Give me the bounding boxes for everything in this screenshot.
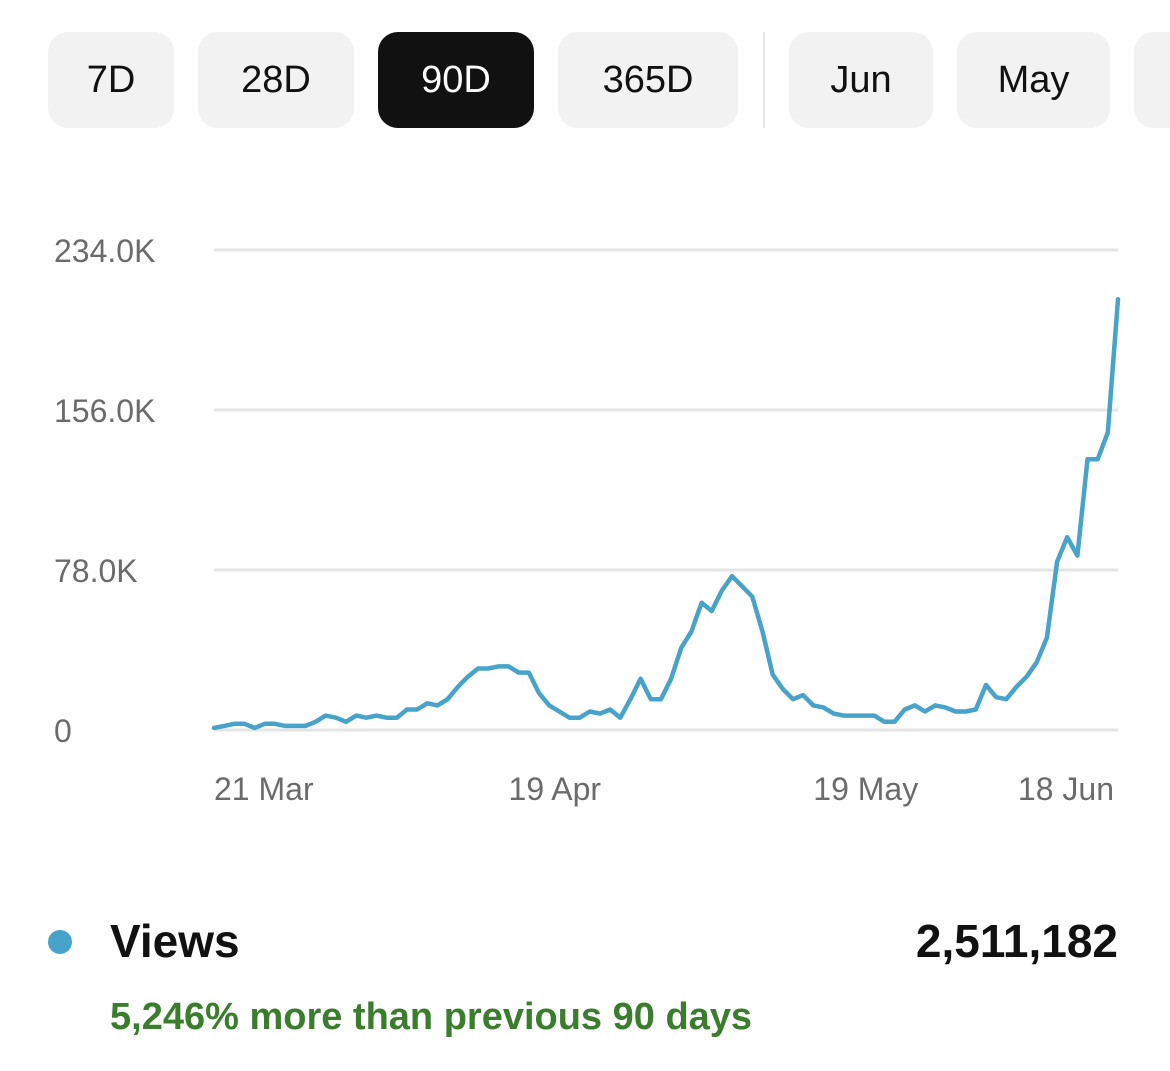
views-line-chart: 0 78.0K 156.0K 234.0K 21 Mar 19 Apr 19 May 18 J…	[54, 233, 1121, 807]
views-series-line	[211, 296, 1121, 731]
tab-28d[interactable]: 28D	[198, 32, 354, 128]
views-total: 2,511,182	[915, 915, 1118, 967]
x-tick-label: 18 Jun	[1018, 771, 1114, 807]
tab-divider	[763, 32, 765, 128]
tab-7d[interactable]: 7D	[48, 32, 174, 128]
x-tick-label: 21 Mar	[214, 771, 314, 807]
x-tick-label: 19 Apr	[509, 771, 602, 807]
x-tick-label: 19 May	[813, 771, 918, 807]
y-tick-label: 78.0K	[54, 553, 138, 589]
period-tabs: 7D 28D 90D 365D Jun May	[0, 32, 1170, 128]
tab-90d[interactable]: 90D	[378, 32, 534, 128]
views-legend: Views 2,511,182	[0, 910, 1170, 980]
tab-jun[interactable]: Jun	[789, 32, 933, 128]
y-tick-label: 156.0K	[54, 393, 155, 429]
y-tick-label: 234.0K	[54, 233, 155, 269]
views-chart: 0 78.0K 156.0K 234.0K 21 Mar 19 Apr 19 May 18 J…	[0, 200, 1170, 840]
y-tick-label: 0	[54, 713, 72, 749]
views-legend-label: Views	[110, 915, 240, 967]
tab-overflow[interactable]	[1134, 32, 1170, 128]
tab-365d[interactable]: 365D	[558, 32, 738, 128]
views-legend-dot	[48, 930, 72, 954]
views-comparison: 5,246% more than previous 90 days	[110, 996, 753, 1038]
tab-may[interactable]: May	[957, 32, 1110, 128]
